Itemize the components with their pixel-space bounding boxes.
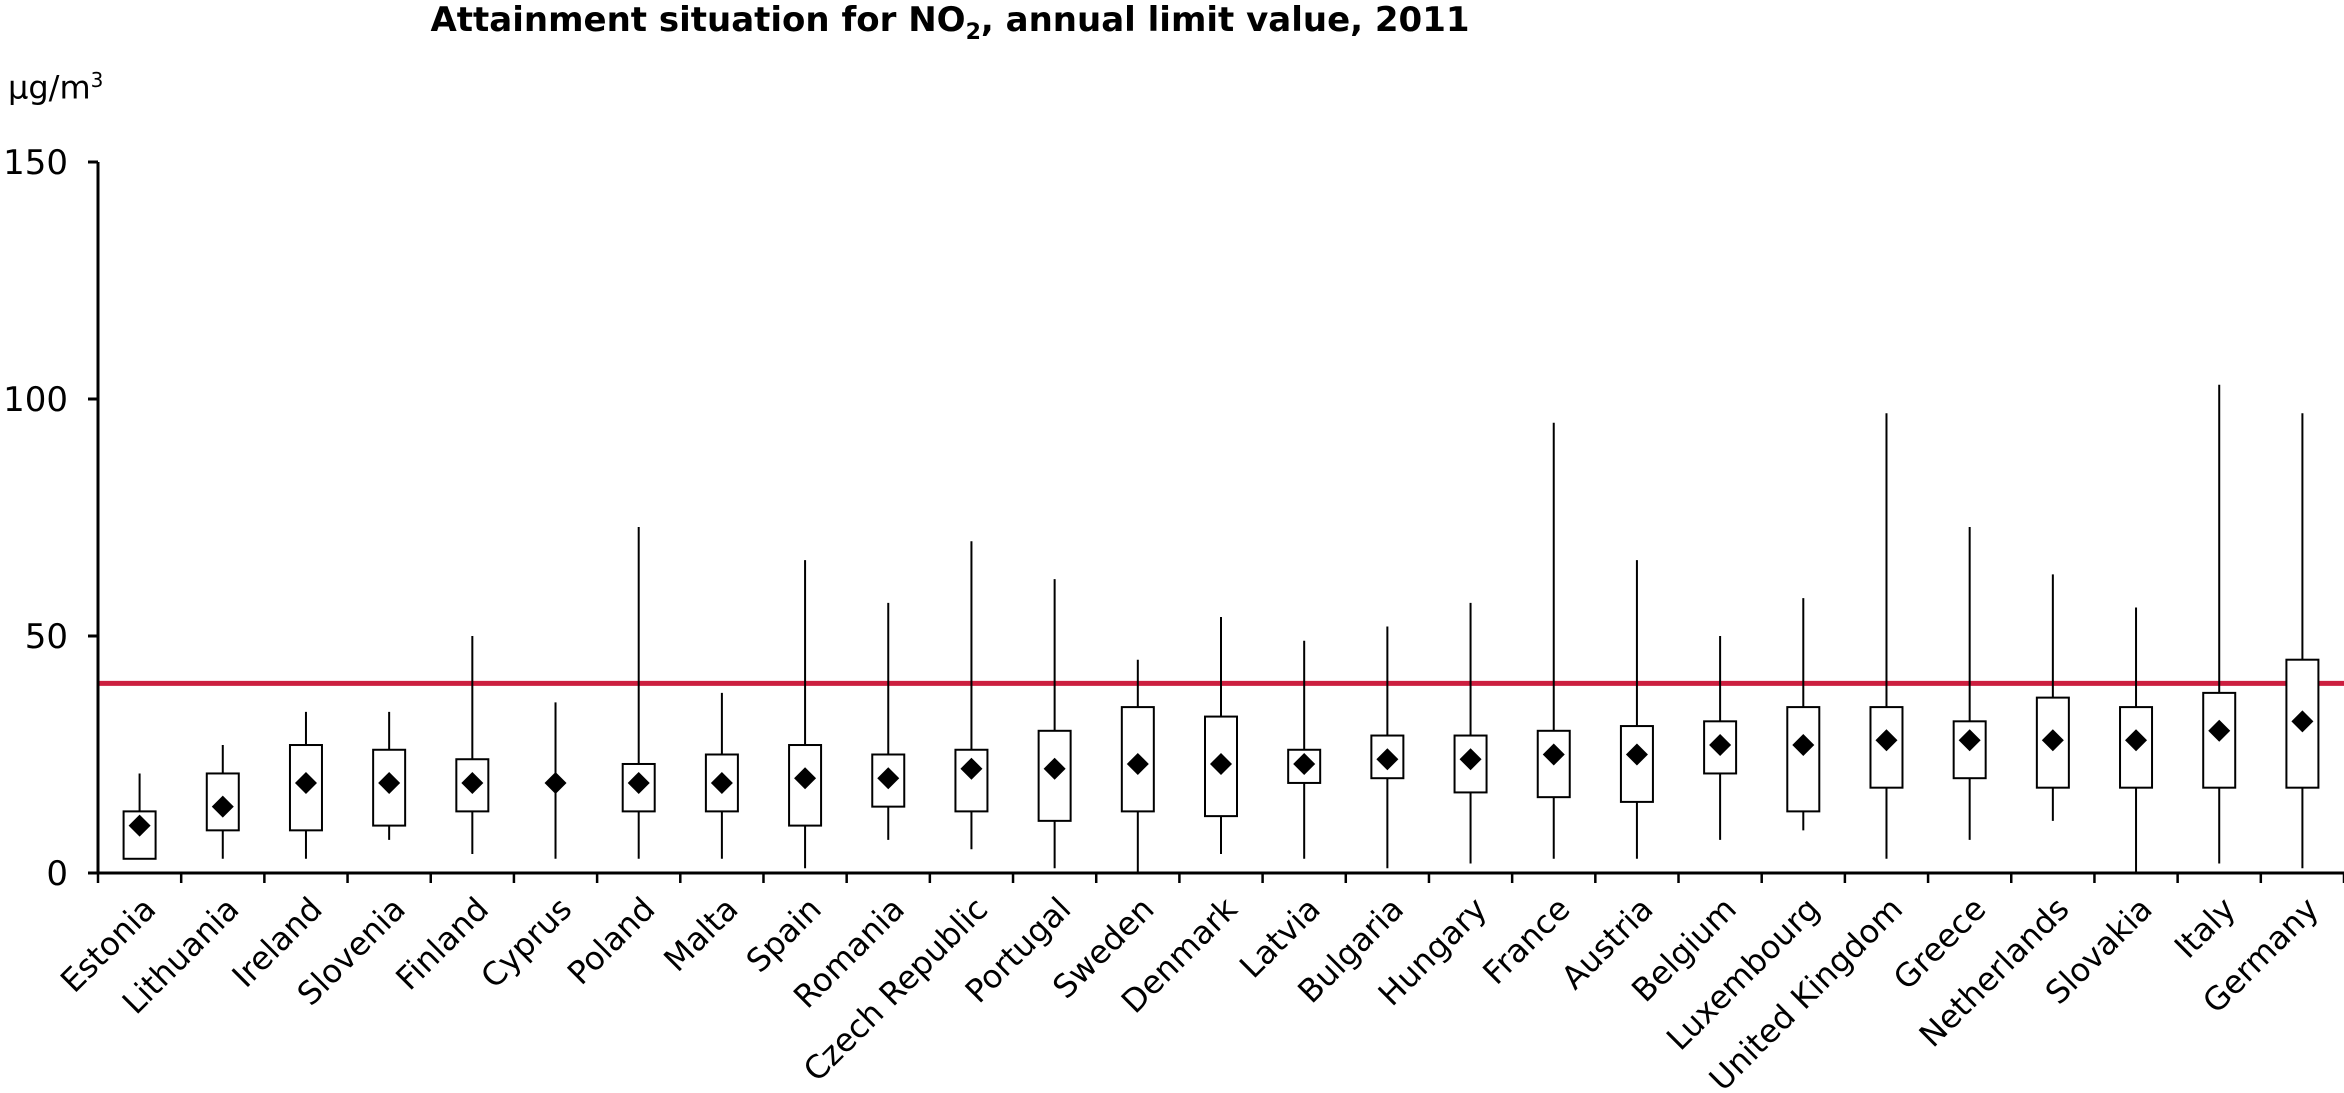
- median-marker: [1709, 734, 1732, 757]
- median-marker: [710, 771, 733, 794]
- box-finland: [455, 636, 490, 855]
- box-greece: [1952, 526, 1987, 840]
- x-tick-label: Cyprus: [473, 890, 579, 996]
- box-sweden: [1120, 659, 1155, 873]
- iqr-box: [1786, 706, 1821, 813]
- median-marker: [2041, 729, 2064, 752]
- y-tick-label: 150: [3, 143, 68, 183]
- iqr-box: [1619, 725, 1654, 803]
- box-netherlands: [2035, 574, 2070, 821]
- median-marker: [461, 771, 484, 794]
- box-belgium: [1703, 636, 1738, 840]
- box-denmark: [1204, 617, 1238, 855]
- box-spain: [788, 560, 823, 869]
- box-malta: [704, 692, 739, 859]
- median-marker: [1875, 729, 1898, 752]
- x-tick-label: Malta: [656, 890, 745, 979]
- median-marker: [794, 767, 817, 790]
- median-marker: [544, 771, 567, 794]
- iqr-box: [788, 744, 823, 827]
- median-marker: [211, 795, 234, 818]
- y-tick-label: 100: [3, 380, 68, 420]
- median-marker: [960, 757, 983, 780]
- iqr-box: [1120, 706, 1155, 813]
- box-germany: [2285, 413, 2320, 869]
- box-slovakia: [2119, 607, 2154, 873]
- box-czech-republic: [954, 541, 989, 850]
- median-marker: [1126, 752, 1149, 775]
- box-slovenia: [372, 711, 407, 840]
- box-luxembourg: [1786, 598, 1821, 831]
- box-bulgaria: [1370, 626, 1405, 869]
- median-marker: [1792, 734, 1815, 757]
- median-marker: [877, 767, 900, 790]
- median-marker: [1625, 743, 1648, 766]
- median-marker: [2125, 729, 2148, 752]
- median-marker: [1210, 752, 1232, 775]
- median-marker: [1043, 757, 1066, 780]
- median-marker: [2291, 710, 2314, 733]
- median-marker: [378, 771, 401, 794]
- box-austria: [1619, 560, 1654, 859]
- box-poland: [621, 526, 656, 859]
- box-romania: [871, 602, 906, 840]
- median-marker: [1542, 743, 1565, 766]
- box-lithuania: [205, 745, 240, 859]
- iqr-box: [1703, 720, 1738, 775]
- x-tick-label: Finland: [388, 890, 496, 998]
- x-tick-label: Italy: [2167, 890, 2243, 966]
- box-hungary: [1453, 602, 1488, 864]
- box-latvia: [1287, 640, 1322, 859]
- box-united-kingdom: [1869, 413, 1904, 859]
- y-tick-label: 0: [46, 854, 68, 894]
- chart-title: Attainment situation for NO2, annual lim…: [430, 0, 1470, 45]
- x-tick-label: Poland: [560, 890, 662, 992]
- median-marker: [2208, 719, 2231, 742]
- median-marker: [627, 771, 650, 794]
- median-marker: [128, 814, 151, 837]
- median-marker: [1293, 752, 1316, 775]
- box-ireland: [288, 711, 323, 859]
- median-marker: [1459, 748, 1482, 771]
- iqr-box: [1536, 729, 1571, 799]
- box-portugal: [1037, 579, 1072, 869]
- median-marker: [1376, 748, 1399, 771]
- box-estonia: [122, 773, 157, 860]
- y-tick-label: 50: [25, 617, 68, 657]
- y-axis-unit-label: µg/m3: [8, 68, 104, 107]
- box-italy: [2202, 384, 2237, 864]
- box-france: [1536, 422, 1571, 859]
- median-marker: [1958, 729, 1981, 752]
- box-cyprus: [544, 702, 567, 859]
- median-marker: [294, 771, 317, 794]
